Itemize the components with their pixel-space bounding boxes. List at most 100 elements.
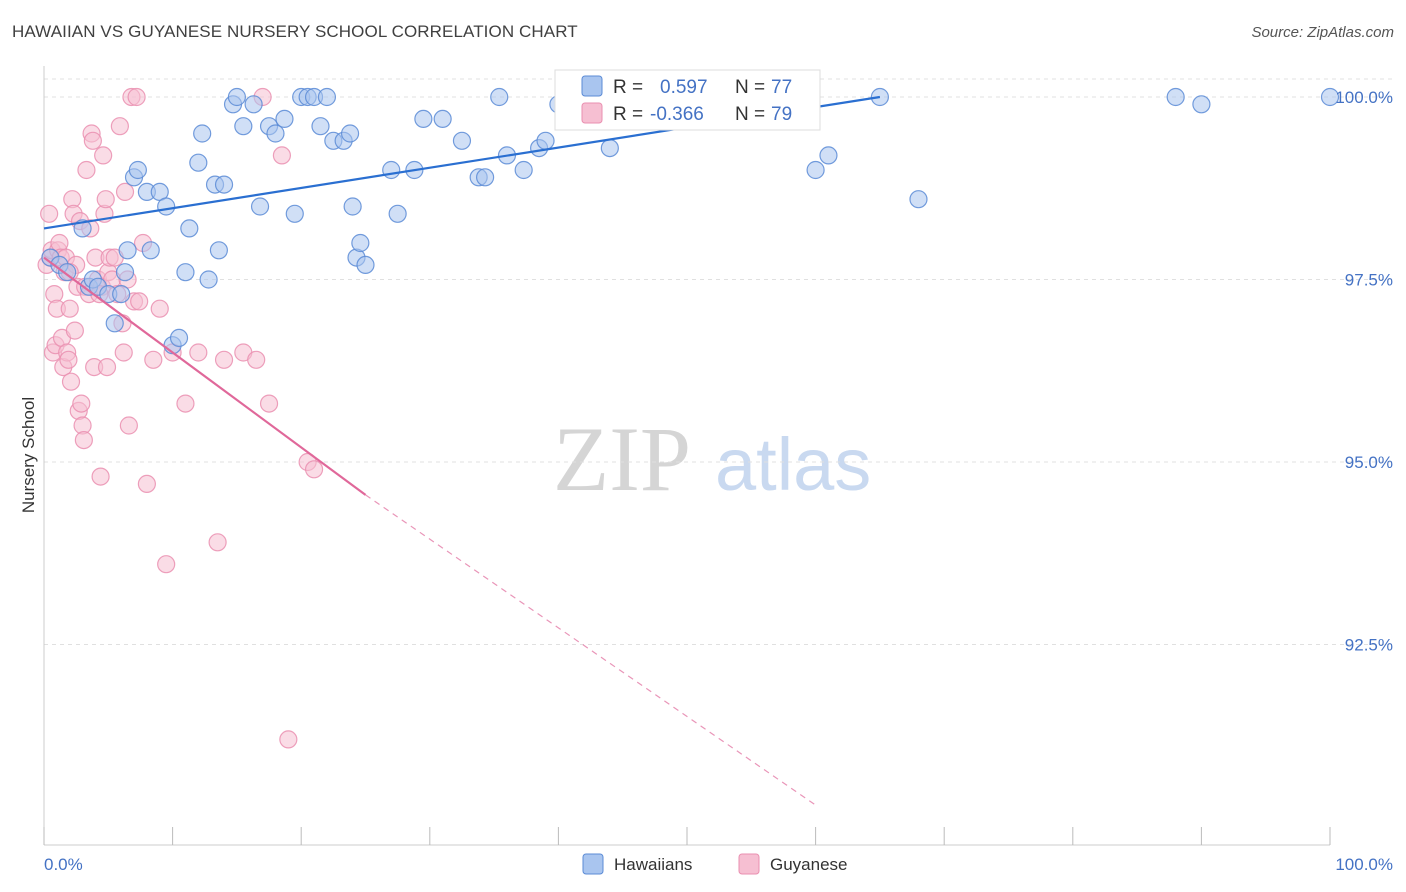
point-guyanese [65, 321, 84, 340]
point-guyanese [272, 146, 292, 165]
point-guyanese [40, 204, 59, 223]
y-tick-labels: 92.5% 95.0% 97.5% 100.0% [1335, 88, 1393, 655]
point-hawaiian [115, 263, 135, 282]
point-guyanese [60, 299, 79, 318]
point-hawaiian [141, 241, 160, 260]
legend-label-guyanese[interactable]: Guyanese [770, 855, 848, 874]
point-hawaiian [340, 124, 360, 143]
point-hawaiian [128, 160, 147, 180]
point-hawaiian [193, 124, 212, 143]
point-guyanese [97, 358, 117, 377]
point-hawaiian [58, 263, 77, 282]
chart-title: HAWAIIAN VS GUYANESE NURSERY SCHOOL CORR… [12, 22, 578, 41]
point-hawaiian [317, 87, 337, 107]
y-tick-label: 100.0% [1335, 88, 1393, 107]
chart-source: Source: ZipAtlas.com [1251, 24, 1394, 41]
y-tick-label: 92.5% [1345, 636, 1393, 655]
point-hawaiian [356, 255, 375, 274]
axes [43, 66, 1331, 846]
stats-swatch-pink [581, 102, 603, 124]
point-hawaiian [388, 204, 407, 223]
point-hawaiian [514, 160, 533, 180]
stats-r-value-blue: 0.597 [660, 77, 708, 98]
point-hawaiian [180, 219, 199, 238]
point-guyanese [110, 117, 129, 136]
point-hawaiian [285, 204, 304, 223]
point-guyanese [96, 190, 115, 209]
legend-swatch-hawaiians[interactable] [582, 853, 604, 875]
point-guyanese [114, 343, 133, 362]
point-hawaiian [1192, 95, 1211, 114]
point-hawaiian [275, 109, 294, 129]
point-guyanese [208, 533, 227, 552]
stats-n-label-pink: N = [735, 104, 765, 125]
point-guyanese [83, 131, 102, 150]
point-hawaiian [214, 175, 234, 194]
y-axis-label: Nursery School [19, 397, 38, 513]
stats-r-value-pink: -0.366 [650, 104, 704, 125]
stats-swatch-blue [581, 75, 603, 97]
point-hawaiian [414, 109, 433, 129]
point-hawaiian [250, 197, 270, 216]
point-hawaiian [311, 117, 330, 136]
point-hawaiian [452, 131, 472, 150]
point-guyanese [304, 460, 324, 479]
point-guyanese [157, 555, 176, 574]
point-hawaiian [536, 131, 555, 150]
point-hawaiian [1166, 87, 1185, 107]
point-hawaiian [343, 197, 362, 216]
point-guyanese [61, 372, 81, 391]
stats-n-label-blue: N = [735, 77, 765, 98]
stats-legend: R = 0.597 N = 77 R = -0.366 N = 79 [554, 69, 821, 131]
point-guyanese [127, 87, 146, 107]
point-hawaiian [266, 124, 285, 143]
point-guyanese [72, 394, 91, 413]
point-guyanese [279, 730, 298, 749]
point-guyanese [137, 474, 156, 493]
point-guyanese [119, 416, 138, 435]
point-hawaiian [433, 109, 452, 129]
point-guyanese [150, 299, 169, 318]
point-hawaiian [909, 190, 928, 209]
stats-n-value-pink: 79 [771, 104, 792, 125]
point-hawaiian [490, 87, 509, 107]
point-hawaiian [209, 241, 228, 260]
legend-swatch-guyanese[interactable] [738, 853, 760, 875]
grid-lines [44, 78, 1393, 645]
point-hawaiian [806, 160, 825, 180]
stats-n-value-blue: 77 [771, 77, 792, 98]
point-hawaiian [157, 197, 176, 216]
point-guyanese [59, 350, 78, 369]
point-hawaiian [819, 146, 838, 165]
point-hawaiian [382, 160, 401, 180]
y-tick-label: 95.0% [1345, 453, 1393, 472]
watermark-zip: ZIP [553, 408, 691, 510]
point-hawaiian [189, 153, 208, 172]
point-hawaiian [169, 328, 189, 347]
point-hawaiian [105, 314, 124, 333]
point-guyanese [115, 182, 135, 201]
point-guyanese [77, 160, 96, 180]
series-legend: Hawaiians Guyanese [582, 853, 848, 875]
trend-line-guyanese [43, 256, 367, 496]
point-guyanese [144, 350, 163, 369]
x-tick-label-min: 0.0% [44, 855, 83, 874]
point-hawaiian [1320, 87, 1340, 107]
point-hawaiian [176, 263, 195, 282]
legend-label-hawaiians[interactable]: Hawaiians [614, 855, 692, 874]
trend-line-guyanese-extension [365, 494, 816, 806]
point-hawaiian [600, 139, 619, 158]
point-hawaiian [475, 168, 495, 187]
y-tick-label: 97.5% [1345, 271, 1393, 290]
point-hawaiian [244, 95, 263, 114]
point-hawaiian [112, 285, 131, 304]
point-guyanese [91, 467, 110, 486]
point-guyanese [247, 350, 266, 369]
stats-r-label-pink: R = [613, 104, 643, 125]
watermark-atlas: atlas [715, 423, 871, 506]
point-guyanese [130, 292, 149, 311]
stats-r-label-blue: R = [613, 77, 643, 98]
point-guyanese [176, 394, 195, 413]
point-hawaiian [199, 270, 218, 289]
